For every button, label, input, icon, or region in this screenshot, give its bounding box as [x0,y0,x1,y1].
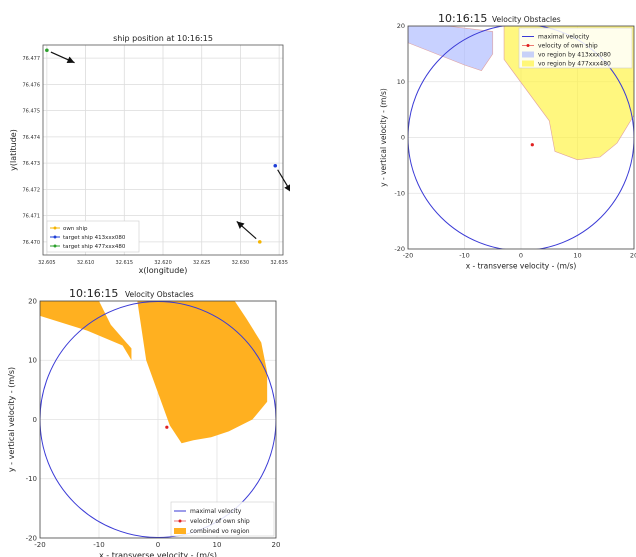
legend-swatch [522,60,534,67]
own-velocity-point [530,143,534,147]
legend-label: maximal velocity [190,508,242,515]
x-tick-label: -10 [93,541,104,549]
legend-marker [526,44,530,47]
velocity-obstacles-chart-combined: -20 -10 0 10 20 -20 -10 0 10 20 10:16:15 Velocity O… [7,287,281,557]
vo-region [408,26,494,71]
y-tick-label: 76.475 [23,109,41,115]
x-tick-label: 10 [213,541,222,549]
x-tick-label: 0 [156,541,160,549]
x-tick-label: -20 [34,541,45,549]
y-tick-label: 0 [33,416,37,424]
y-tick-label: -10 [394,189,405,197]
y-tick-label: 20 [397,22,405,30]
x-tick-label: 10 [573,252,581,260]
x-tick-label: 32.620 [154,260,172,266]
time-label: 10:16:15 [69,287,118,300]
y-tick-label: 76.473 [23,161,41,167]
ship-position-chart: 32.605 32.610 32.615 32.620 32.625 32.630 32.6… [9,34,290,275]
plot-content [40,301,276,538]
y-tick-label: -20 [26,534,37,542]
y-axis-label: y - vertical velocity - (m/s) [379,88,388,187]
heading-arrow [236,220,257,240]
y-tick-label: 76.471 [23,214,41,220]
legend-label: target ship 413xxx080 [63,235,126,241]
plot-frame [42,44,284,256]
legend-swatch [174,528,186,534]
x-axis-label: x(longitude) [139,266,188,275]
legend [170,501,275,537]
y-tick-label: 76.472 [23,187,41,193]
chart-title: ship position at 10:16:15 [113,34,213,43]
x-tick-label: 20 [630,252,636,260]
legend-label: velocity of own ship [538,43,598,50]
velocity-obstacles-chart-by-target: -20 -10 0 10 20 -20 -10 0 10 20 10:16:15 Velocity O… [379,12,636,271]
legend-label: maximal velocity [538,34,590,41]
y-axis-label: y(latitude) [9,129,18,171]
x-tick-label: 32.610 [77,260,95,266]
legend [518,27,633,69]
max-velocity-circle [40,301,276,538]
legend-label: own ship [63,226,88,232]
x-tick-label: 20 [272,541,281,549]
legend-marker [178,519,182,523]
y-tick-label: 0 [401,134,405,142]
y-tick-label: 76.470 [23,240,41,246]
y-tick-label: 76.477 [23,56,41,62]
legend-label: velocity of own ship [190,518,250,525]
x-tick-label: 0 [519,252,523,260]
x-axis-label: x - transverse velocity - (m/s) [466,262,577,271]
x-tick-label: -20 [403,252,414,260]
own-velocity-point [165,425,169,429]
x-tick-label: 32.630 [232,260,250,266]
plot-frame [39,300,277,539]
legend-label: target ship 477xxx480 [63,244,126,250]
plot-frame [407,25,635,250]
y-tick-label: -10 [26,475,37,483]
x-tick-label: 32.615 [116,260,134,266]
y-tick-label: -20 [394,245,405,253]
legend-marker [53,226,57,230]
ship-point [273,163,278,168]
chart-title: Velocity Obstacles [125,290,194,299]
legend-marker [53,244,57,248]
x-tick-label: 32.605 [38,260,56,266]
vo-region [137,301,268,444]
heading-arrow [277,169,290,193]
x-tick-label: -10 [459,252,470,260]
legend-label: vo region by 477xxx480 [538,61,611,68]
chart-title: Velocity Obstacles [492,15,561,24]
y-tick-label: 20 [28,297,37,305]
legend-label: combined vo region [190,528,250,535]
x-axis-label: x - transverse velocity - (m/s) [99,551,217,557]
y-axis-label: y - vertical velocity - (m/s) [7,367,16,472]
vo-region [40,301,132,361]
y-tick-label: 10 [397,78,405,86]
time-label: 10:16:15 [438,12,487,25]
legend-marker [53,235,57,239]
legend-swatch [522,51,534,58]
x-tick-label: 32.635 [270,260,288,266]
ship-point [257,240,262,244]
ship-point [45,48,49,53]
y-tick-label: 10 [28,357,37,365]
y-tick-label: 76.476 [23,82,41,88]
heading-arrow [50,51,75,64]
legend-label: vo region by 413xxx080 [538,52,611,59]
legend [46,220,140,253]
y-tick-label: 76.474 [23,135,41,141]
x-tick-label: 32.625 [193,260,211,266]
